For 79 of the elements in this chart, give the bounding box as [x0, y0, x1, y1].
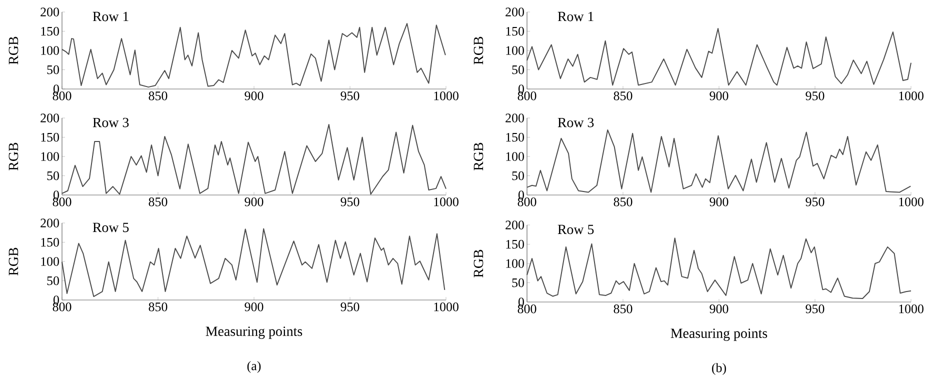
chart-title: Row 1 — [558, 12, 594, 22]
y-tick-label: 0 — [54, 84, 59, 94]
chart-title: Row 5 — [92, 222, 129, 232]
y-tick-label: 150 — [41, 132, 59, 142]
x-axis-title: Measuring points — [670, 328, 768, 341]
x-tick-label: 850 — [148, 302, 168, 312]
y-axis-title: RGB — [474, 142, 484, 170]
y-tick-label: 100 — [41, 152, 59, 161]
y-axis-title: RGB — [474, 36, 484, 64]
y-axis-title: RGB — [474, 250, 484, 278]
y-tick-label: 50 — [512, 171, 524, 180]
x-tick-label: 900 — [244, 91, 264, 100]
x-tick-label: 950 — [806, 91, 824, 100]
y-tick-label: 0 — [54, 296, 59, 304]
x-tick-label: 800 — [518, 197, 536, 206]
chart-title: Row 3 — [92, 118, 129, 128]
x-tick-label: 1000 — [899, 91, 924, 100]
y-tick-label: 100 — [41, 46, 59, 55]
line-series — [526, 238, 912, 299]
y-tick-label: 150 — [41, 238, 59, 247]
y-tick-label: 50 — [512, 65, 524, 74]
x-tick-label: 900 — [244, 302, 264, 312]
y-tick-label: 100 — [41, 257, 59, 266]
x-tick-label: 850 — [148, 91, 168, 100]
x-tick-label: 950 — [340, 197, 360, 206]
x-axis-title: Measuring points — [206, 326, 302, 339]
text: (b) — [712, 363, 726, 375]
line-series — [526, 28, 912, 86]
x-tick-label: 900 — [710, 304, 728, 314]
x-tick-label: 1000 — [434, 302, 458, 312]
y-tick-label: 50 — [47, 65, 59, 74]
chart-title: Row 5 — [558, 224, 594, 234]
x-tick-label: 850 — [148, 197, 168, 206]
x-tick-label: 850 — [614, 91, 632, 100]
x-tick-label: 950 — [340, 302, 360, 312]
y-tick-label: 50 — [47, 276, 59, 286]
y-tick-label: 100 — [506, 259, 524, 268]
y-tick-label: 100 — [506, 46, 524, 55]
y-tick-label: 150 — [41, 26, 59, 36]
y-tick-label: 0 — [54, 190, 59, 200]
line-series — [526, 129, 912, 193]
y-tick-label: 150 — [506, 240, 524, 249]
y-tick-label: 200 — [506, 8, 524, 16]
x-tick-label: 1000 — [434, 91, 458, 100]
y-tick-label: 200 — [40, 218, 59, 228]
x-tick-label: 1000 — [434, 197, 458, 206]
x-tick-label: 1000 — [899, 304, 924, 314]
x-tick-label: 950 — [806, 304, 824, 314]
chart-title: Row 1 — [92, 12, 128, 22]
x-tick-label: 900 — [710, 91, 728, 100]
x-tick-label: 800 — [518, 304, 536, 314]
y-tick-label: 50 — [47, 171, 59, 180]
x-tick-label: 950 — [340, 91, 360, 100]
y-tick-label: 200 — [506, 220, 524, 230]
y-axis-title: RGB — [8, 248, 18, 276]
y-tick-label: 0 — [518, 190, 524, 200]
text: (a) — [247, 361, 261, 373]
chart-title: Row 3 — [558, 118, 594, 128]
y-tick-label: 200 — [506, 114, 524, 122]
y-tick-label: 200 — [40, 114, 59, 122]
x-tick-label: 800 — [518, 91, 536, 100]
y-tick-label: 0 — [518, 298, 524, 306]
y-tick-label: 0 — [518, 84, 524, 94]
x-tick-label: 850 — [614, 197, 632, 206]
x-tick-label: 900 — [710, 197, 728, 206]
x-tick-label: 950 — [806, 197, 824, 206]
y-tick-label: 150 — [506, 26, 524, 36]
x-tick-label: 800 — [52, 302, 72, 312]
x-tick-label: 800 — [52, 197, 72, 206]
x-tick-label: 800 — [52, 91, 72, 100]
y-axis-title: RGB — [8, 142, 18, 170]
x-tick-label: 850 — [614, 304, 632, 314]
x-tick-label: 1000 — [899, 197, 924, 206]
y-tick-label: 50 — [512, 278, 524, 288]
y-tick-label: 150 — [506, 132, 524, 142]
y-axis-title: RGB — [8, 36, 18, 64]
x-tick-label: 900 — [244, 197, 264, 206]
y-tick-label: 200 — [40, 8, 59, 16]
y-tick-label: 100 — [506, 152, 524, 161]
